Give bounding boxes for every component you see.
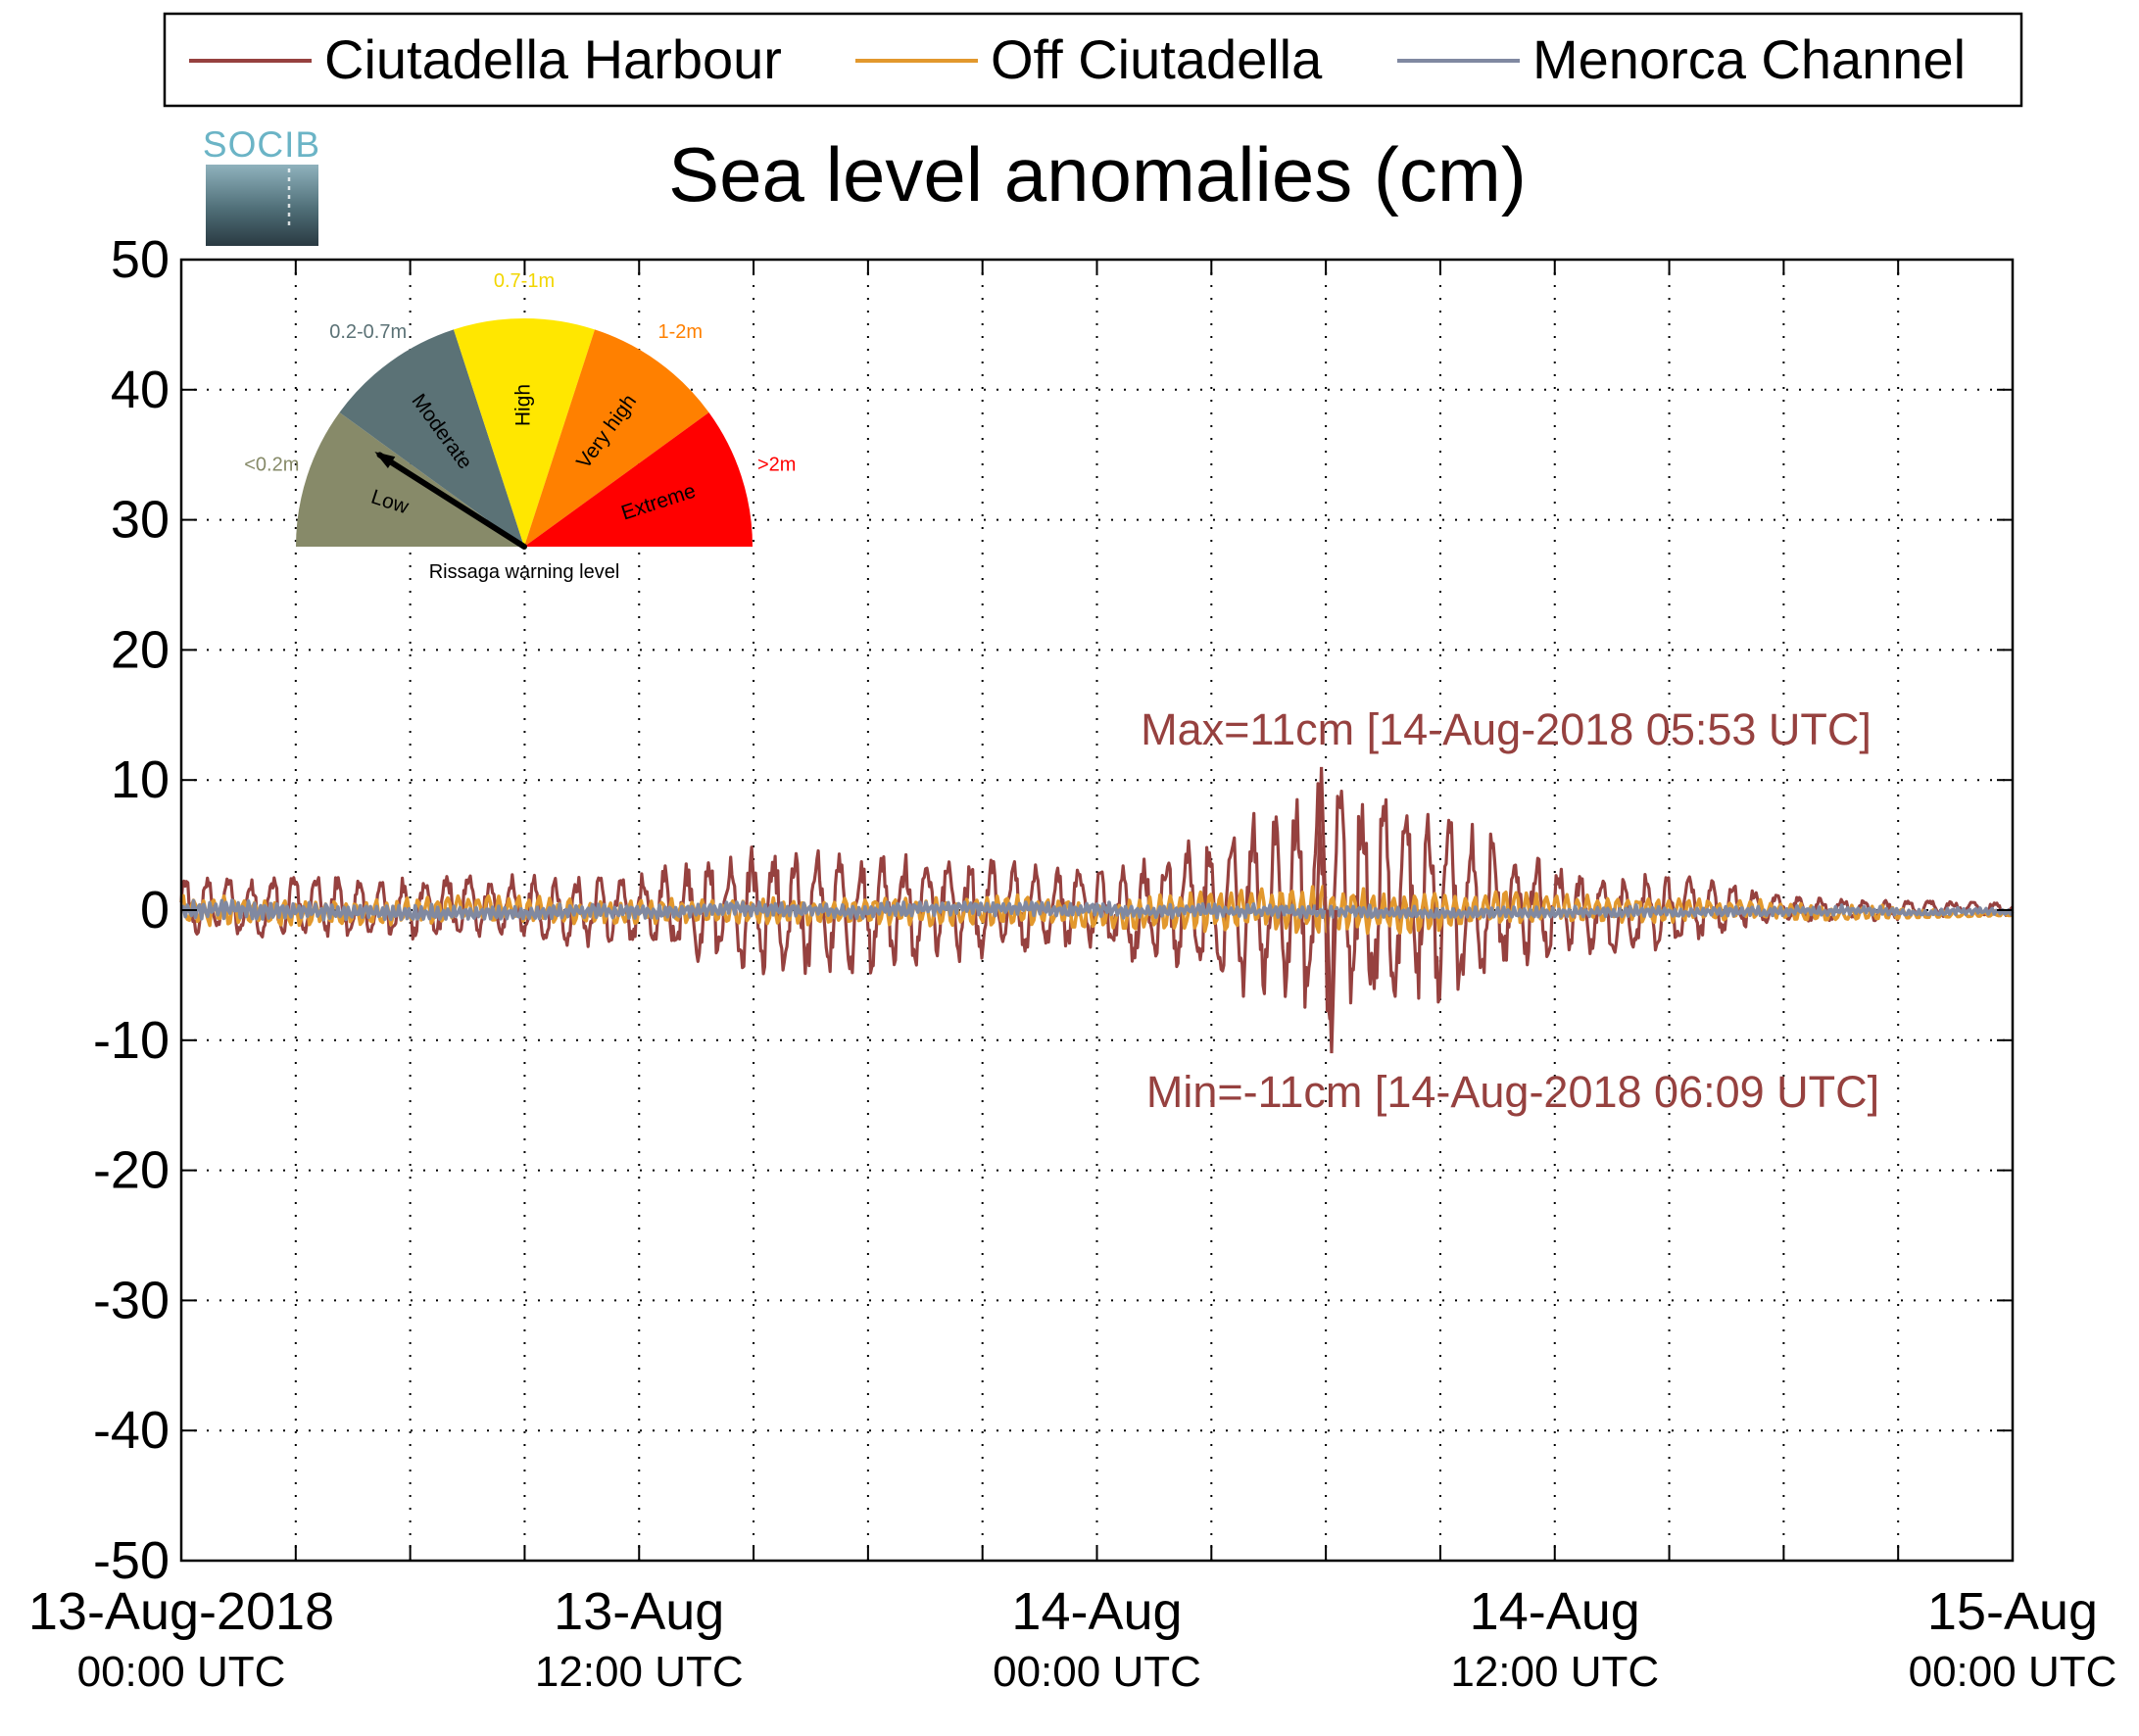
- gauge-segment-moderate: [339, 329, 524, 547]
- y-tick-label: 20: [111, 620, 170, 679]
- series-line-off-ciutadella: [179, 885, 2014, 936]
- logo-text: SOCIB: [203, 124, 320, 165]
- legend-label-off-ciutadella: Off Ciutadella: [991, 28, 1323, 90]
- legend-label-menorca-channel: Menorca Channel: [1532, 28, 1966, 90]
- y-tick-label: -30: [93, 1271, 170, 1329]
- x-tick-label-time: 00:00 UTC: [993, 1648, 1201, 1696]
- gauge-needle: [376, 452, 527, 550]
- legend-box: [163, 12, 2023, 108]
- gauge-caption: Rissaga warning level: [429, 561, 620, 583]
- legend: Ciutadella Harbour Off Ciutadella Menorc…: [163, 12, 2023, 108]
- y-tick-label: 10: [111, 750, 170, 809]
- x-tick-label-date: 15-Aug: [1927, 1582, 2098, 1641]
- x-tick-label-time: 12:00 UTC: [1450, 1648, 1659, 1696]
- x-tick-label-time: 00:00 UTC: [77, 1648, 286, 1696]
- y-tick-label: -50: [93, 1531, 170, 1590]
- x-tick-label-date: 13-Aug-2018: [28, 1582, 334, 1641]
- x-tick-label-date: 14-Aug: [1011, 1582, 1182, 1641]
- gauge-segment-extreme: [524, 412, 754, 547]
- y-tick-label: 30: [111, 491, 170, 550]
- gauge-label: High: [512, 384, 535, 426]
- series-group: [179, 766, 2015, 1054]
- min-annotation: Min=-11cm [14-Aug-2018 06:09 UTC]: [1146, 1067, 1879, 1117]
- y-tick-label: -40: [93, 1401, 170, 1460]
- chart-title: Sea level anomalies (cm): [668, 131, 1527, 217]
- x-tick-label-time: 12:00 UTC: [535, 1648, 744, 1696]
- x-tick-label-date: 13-Aug: [554, 1582, 724, 1641]
- gauge-range-label: 0.7-1m: [494, 270, 555, 292]
- logo-wave-block: [206, 165, 318, 246]
- x-tick-label-time: 00:00 UTC: [1909, 1648, 2117, 1696]
- gauge-range-label: 0.2-0.7m: [329, 321, 407, 343]
- plot-frame: [179, 258, 2015, 1563]
- y-tick-label: -20: [93, 1141, 170, 1200]
- axes: -50 -40 -30 -20 -10 0 10 20 30 40 50 13-Aug-2018 00:…: [28, 230, 2117, 1696]
- gauge-segment-very-high: [524, 329, 709, 547]
- series-line-menorca-channel: [181, 898, 2015, 922]
- min-spike: [1326, 909, 1337, 1054]
- gauge-range-label: <0.2m: [244, 454, 299, 475]
- y-tick-label: 40: [111, 361, 170, 419]
- gauge-needle-head: [374, 452, 396, 468]
- gauge-range-label: >2m: [757, 454, 796, 475]
- y-tick-label: -10: [93, 1011, 170, 1070]
- gauge-range-label: 1-2m: [658, 321, 704, 343]
- max-annotation: Max=11cm [14-Aug-2018 05:53 UTC]: [1141, 704, 1872, 754]
- socib-logo: SOCIB: [203, 124, 320, 246]
- x-tick-label-date: 14-Aug: [1470, 1582, 1640, 1641]
- gauge-segment-high: [454, 317, 595, 547]
- y-tick-label: 0: [140, 881, 170, 940]
- max-spike: [1315, 766, 1328, 911]
- y-tick-label: 50: [111, 230, 170, 289]
- legend-label-ciutadella-harbour: Ciutadella Harbour: [324, 28, 782, 90]
